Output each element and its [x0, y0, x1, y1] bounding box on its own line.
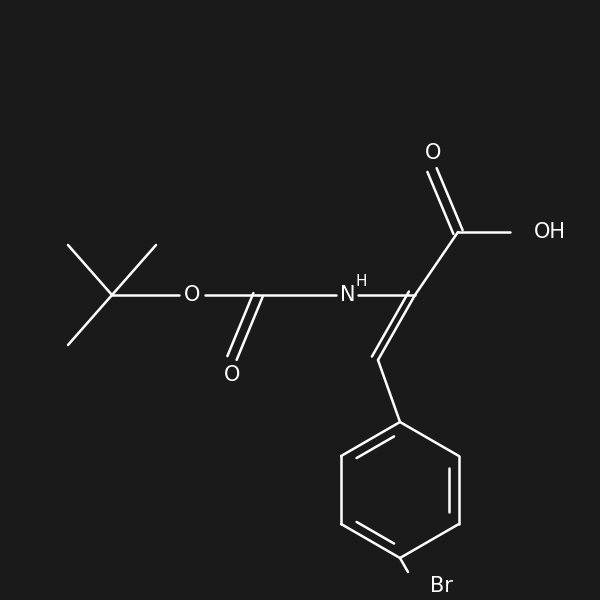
Text: O: O	[184, 285, 200, 305]
Text: OH: OH	[534, 222, 566, 242]
Text: N: N	[340, 285, 356, 305]
Text: O: O	[224, 365, 240, 385]
Text: H: H	[355, 274, 367, 289]
Text: Br: Br	[430, 576, 453, 596]
Text: O: O	[425, 143, 441, 163]
